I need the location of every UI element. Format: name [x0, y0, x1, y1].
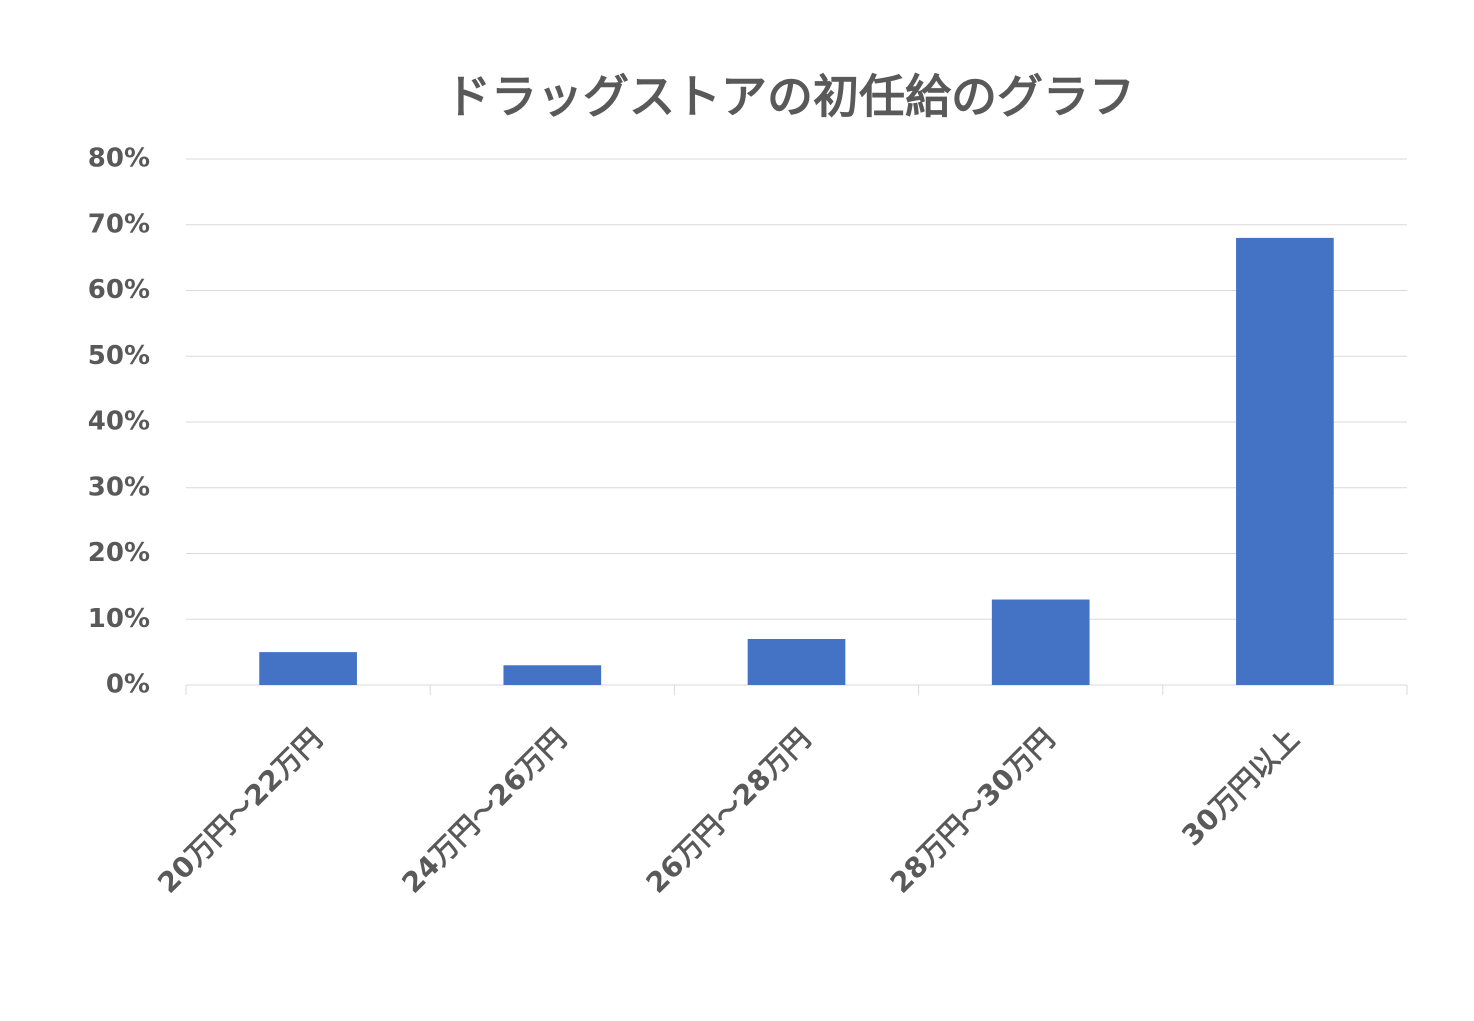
bar [503, 665, 602, 685]
y-tick-label: 0% [106, 670, 150, 700]
y-tick-label: 40% [88, 407, 150, 437]
y-tick-label: 80% [88, 144, 150, 174]
bar [747, 638, 846, 685]
y-tick-label: 10% [88, 604, 150, 634]
chart-title: ドラッグストアの初任給のグラフ [445, 70, 1135, 124]
y-tick-label: 30% [88, 472, 150, 502]
y-tick-label: 60% [88, 275, 150, 305]
y-tick-label: 50% [88, 341, 150, 371]
y-tick-label: 20% [88, 538, 150, 568]
bar [259, 652, 357, 685]
y-tick-label: 70% [88, 209, 150, 239]
bar [1236, 237, 1334, 685]
bar [991, 599, 1090, 685]
